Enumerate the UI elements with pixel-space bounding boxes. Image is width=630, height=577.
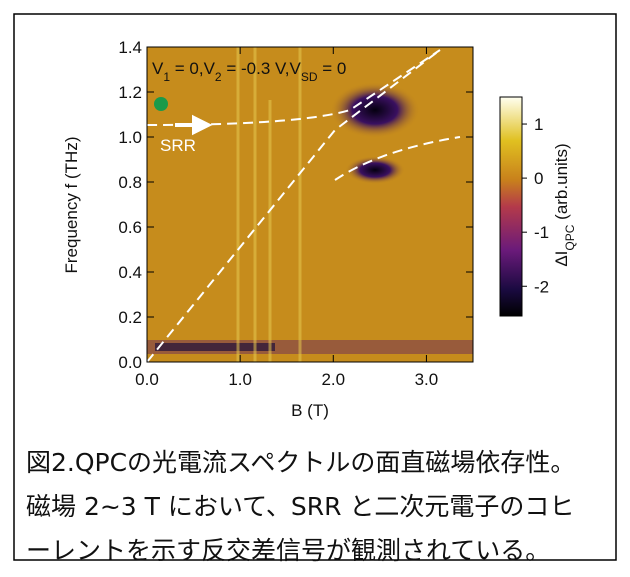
y-tick-label: 1.2 [118, 83, 142, 102]
annotation: V1 = 0,V2 = -0.3 V,VSD = 0 [152, 59, 346, 84]
x-tick-label: 3.0 [415, 370, 439, 389]
y-axis-label: Frequency f (THz) [62, 137, 81, 274]
subscript: SD [301, 70, 318, 84]
x-axis-label: B (T) [291, 401, 329, 420]
y-tick-label: 1.0 [118, 128, 142, 147]
text-part: = 0 [318, 59, 347, 78]
text-part: ΔI [552, 251, 571, 267]
caption-line: 磁場 2~3 T において、SRR と二次元電子のコヒ [26, 492, 574, 521]
arrow-label: SRR [160, 136, 196, 155]
marker-dot [154, 97, 168, 111]
colorbar [499, 96, 523, 317]
y-tick-label: 0.0 [118, 353, 142, 372]
colorbar-tick-label: -1 [534, 223, 549, 242]
text-part: (arb.units) [552, 143, 571, 224]
y-tick-label: 0.8 [118, 173, 142, 192]
plot-frame [146, 46, 474, 363]
subscript: QPC [563, 224, 577, 250]
caption-line: 図2.QPCの光電流スペクトルの面直磁場依存性。 [26, 448, 575, 477]
y-tick-label: 0.2 [118, 308, 142, 327]
colorbar-tick-label: 1 [534, 115, 543, 134]
y-tick-label: 1.4 [118, 38, 142, 57]
x-tick-label: 1.0 [228, 370, 252, 389]
colorbar-label: ΔIQPC (arb.units) [552, 143, 577, 266]
y-tick-label: 0.4 [118, 263, 142, 282]
subscript: 1 [163, 70, 170, 84]
y-tick-label: 0.6 [118, 218, 142, 237]
text-part: = 0,V [170, 59, 216, 78]
arrow [175, 114, 213, 136]
frame [13, 13, 617, 561]
colorbar-tick-label: 0 [534, 169, 543, 188]
text-part: = -0.3 V,V [222, 59, 302, 78]
text-part: V [152, 59, 164, 78]
colorbar-tick-label: -2 [534, 277, 549, 296]
x-tick-label: 2.0 [321, 370, 345, 389]
heatmap-image [147, 47, 473, 362]
x-tick-label: 0.0 [135, 370, 159, 389]
caption-line: ーレントを示す反交差信号が観測されている。 [26, 536, 550, 565]
subscript: 2 [215, 70, 222, 84]
